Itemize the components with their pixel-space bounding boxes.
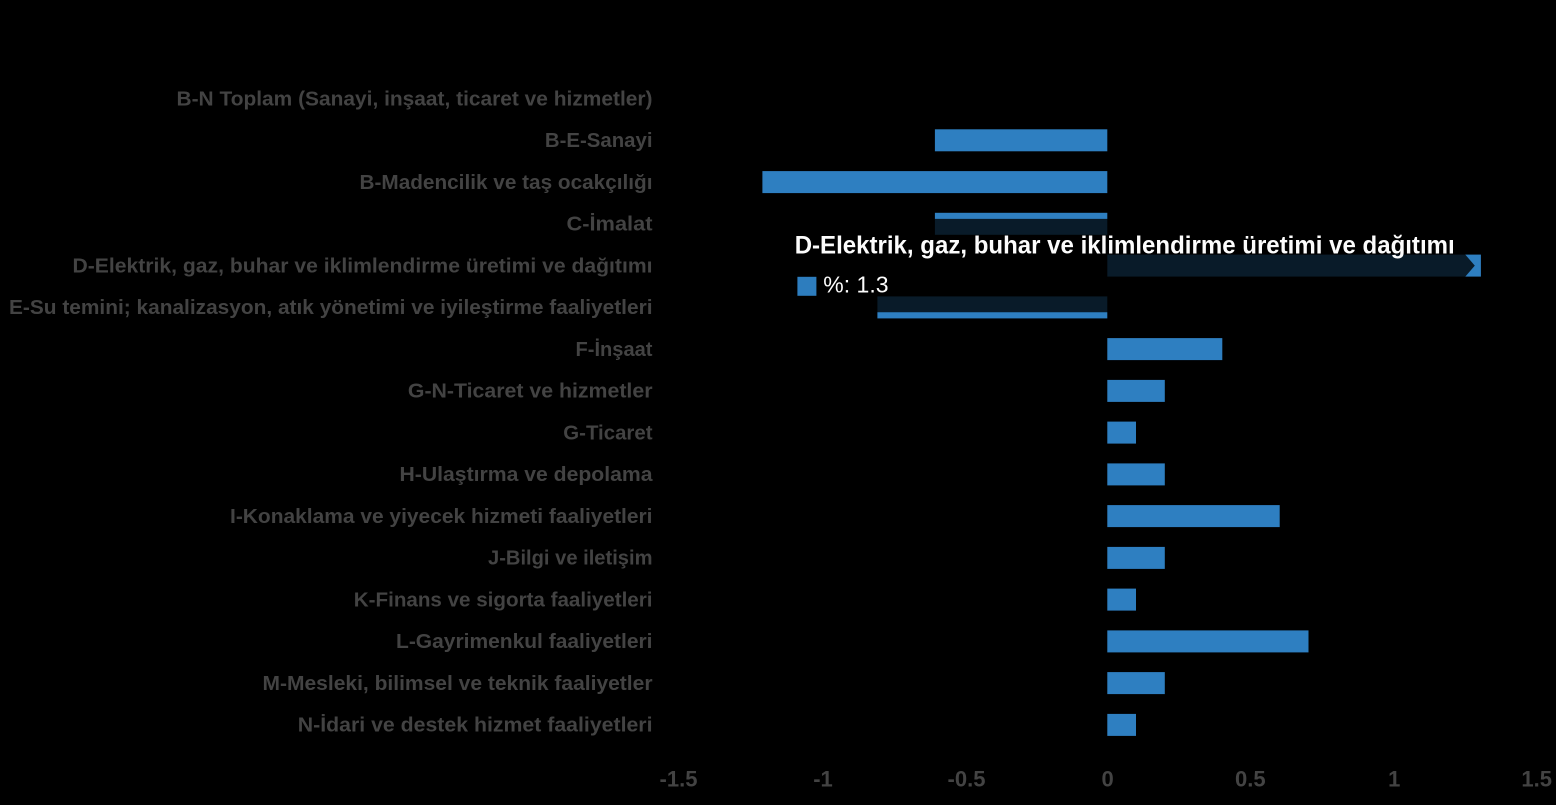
svg-text:I-Konaklama ve yiyecek hizmeti: I-Konaklama ve yiyecek hizmeti faaliyetl… (230, 506, 653, 528)
svg-text:L-Gayrimenkul faaliyetleri: L-Gayrimenkul faaliyetleri (396, 631, 653, 653)
svg-text:1.5: 1.5 (1521, 767, 1552, 792)
svg-text:J-Bilgi ve iletişim: J-Bilgi ve iletişim (488, 548, 653, 570)
svg-text:-1.5: -1.5 (660, 767, 698, 792)
svg-text:H-Ulaştırma ve depolama: H-Ulaştırma ve depolama (400, 464, 654, 486)
svg-text:D-Elektrik, gaz, buhar ve ikli: D-Elektrik, gaz, buhar ve iklimlendirme … (795, 231, 1455, 259)
svg-text:E-Su temini; kanalizasyon, atı: E-Su temini; kanalizasyon, atık yönetimi… (9, 297, 653, 319)
svg-text:-1: -1 (813, 767, 833, 792)
svg-text:G-Ticaret: G-Ticaret (563, 422, 653, 444)
svg-text:-0.5: -0.5 (948, 767, 986, 792)
svg-text:B-E-Sanayi: B-E-Sanayi (545, 130, 653, 152)
svg-text:K-Finans ve sigorta faaliyetle: K-Finans ve sigorta faaliyetleri (354, 589, 653, 611)
svg-text:%: 1.3: %: 1.3 (823, 271, 888, 297)
svg-text:M-Mesleki, bilimsel ve teknik: M-Mesleki, bilimsel ve teknik faaliyetle… (263, 673, 653, 695)
svg-text:C-İmalat: C-İmalat (567, 213, 653, 236)
svg-text:B-N Toplam (Sanayi, inşaat, ti: B-N Toplam (Sanayi, inşaat, ticaret ve h… (177, 88, 653, 110)
svg-text:D-Elektrik, gaz, buhar ve ikli: D-Elektrik, gaz, buhar ve iklimlendirme … (73, 255, 653, 277)
svg-text:0: 0 (1101, 767, 1113, 792)
svg-text:F-İnşaat: F-İnşaat (576, 338, 653, 361)
svg-text:1: 1 (1388, 767, 1400, 792)
svg-text:B-Madencilik ve taş ocakçılığı: B-Madencilik ve taş ocakçılığı (360, 172, 653, 194)
svg-text:G-N-Ticaret ve hizmetler: G-N-Ticaret ve hizmetler (408, 381, 653, 403)
svg-text:N-İdari ve destek hizmet faali: N-İdari ve destek hizmet faaliyetleri (298, 714, 653, 737)
svg-text:0.5: 0.5 (1235, 767, 1266, 792)
